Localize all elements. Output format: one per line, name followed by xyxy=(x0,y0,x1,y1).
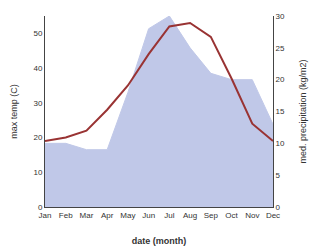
svg-text:Feb: Feb xyxy=(59,211,73,220)
svg-text:Jan: Jan xyxy=(39,211,52,220)
svg-text:30: 30 xyxy=(276,12,285,21)
svg-text:15: 15 xyxy=(276,107,285,116)
svg-text:max temp (C): max temp (C) xyxy=(9,84,19,139)
svg-text:25: 25 xyxy=(276,44,285,53)
svg-text:10: 10 xyxy=(276,139,285,148)
svg-text:Dec: Dec xyxy=(266,211,280,220)
svg-text:Jun: Jun xyxy=(142,211,155,220)
svg-text:med. precipitation (kg/m2): med. precipitation (kg/m2) xyxy=(298,59,308,163)
svg-text:Nov: Nov xyxy=(245,211,259,220)
svg-text:20: 20 xyxy=(33,133,42,142)
svg-text:Apr: Apr xyxy=(101,211,114,220)
svg-text:Jul: Jul xyxy=(164,211,174,220)
svg-text:Aug: Aug xyxy=(183,211,197,220)
svg-text:date (month): date (month) xyxy=(132,236,187,246)
svg-text:Sep: Sep xyxy=(204,211,219,220)
svg-text:10: 10 xyxy=(33,168,42,177)
svg-text:Mar: Mar xyxy=(80,211,94,220)
svg-text:50: 50 xyxy=(33,29,42,38)
svg-text:May: May xyxy=(120,211,135,220)
svg-text:0: 0 xyxy=(38,203,43,212)
svg-text:Oct: Oct xyxy=(225,211,238,220)
svg-text:40: 40 xyxy=(33,64,42,73)
svg-text:5: 5 xyxy=(276,171,281,180)
svg-text:30: 30 xyxy=(33,99,42,108)
svg-text:20: 20 xyxy=(276,75,285,84)
svg-text:0: 0 xyxy=(276,203,281,212)
